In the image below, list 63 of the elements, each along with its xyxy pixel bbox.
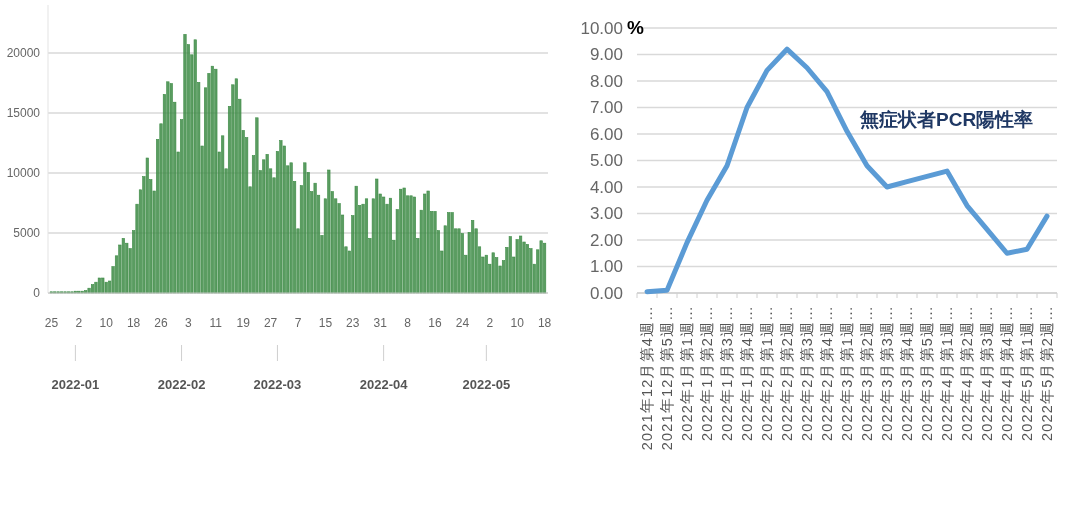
y-tick-label: 9.00 [589, 45, 623, 65]
x-tick-label: 2021年12月第5週… [659, 305, 675, 451]
y-tick-label: 10.00 [580, 18, 623, 38]
x-tick-label: 2022年1月第3週… [719, 305, 735, 442]
x-tick-label: 8 [404, 316, 412, 330]
x-tick-label: 18 [126, 316, 141, 330]
x-tick-label: 2022年3月第4週… [899, 305, 915, 442]
x-tick-label: 2022年2月第3週… [799, 305, 815, 442]
y-tick-label: 3.00 [589, 204, 623, 224]
y-tick-label: 5.00 [589, 151, 623, 171]
y-tick-label: 0 [33, 286, 41, 301]
x2-tick-label: 2022-04 [359, 377, 409, 392]
x-tick-label: 2022年4月第1週… [939, 305, 955, 442]
x2-tick-label: 2022-02 [157, 377, 206, 392]
x-tick-label: 16 [428, 316, 442, 330]
x-tick-label: 27 [263, 316, 278, 330]
x-tick-label: 15 [318, 316, 333, 330]
x-tick-label: 2022年2月第4週… [819, 305, 835, 442]
x-tick-label: 23 [346, 316, 360, 330]
x-tick-label: 18 [537, 316, 552, 330]
x2-tick-label: 2022-01 [51, 377, 100, 392]
x-tick-label: 2022年1月第1週… [679, 305, 695, 442]
x-tick-label: 2022年4月第4週… [999, 305, 1015, 442]
x-tick-label: 24 [455, 316, 470, 330]
x-tick-label: 2 [75, 316, 83, 330]
y-tick-label: 5000 [13, 226, 41, 241]
y-axis-title: % [627, 17, 644, 38]
x-tick-label: 2022年3月第5週… [919, 305, 935, 442]
x-tick-label: 2022年4月第2週… [959, 305, 975, 442]
y-tick-label: 15000 [6, 106, 41, 121]
x-tick-label: 2022年5月第2週… [1039, 305, 1055, 442]
x-tick-label: 2022年3月第3週… [879, 305, 895, 442]
x-tick-label: 2022年2月第2週… [779, 305, 795, 442]
x-tick-label: 2022年4月第3週… [979, 305, 995, 442]
x-tick-label: 2 [486, 316, 494, 330]
x-tick-label: 26 [154, 316, 169, 330]
x-tick-label: 2022年5月第1週… [1019, 305, 1035, 442]
x-tick-label: 31 [373, 316, 388, 330]
x2-tick-label: 2022-03 [253, 377, 302, 392]
y-tick-label: 10000 [6, 166, 41, 181]
x2-tick-label: 2022-05 [462, 377, 511, 392]
y-tick-label: 0.00 [589, 283, 623, 303]
x-tick-label: 2022年3月第2週… [859, 305, 875, 442]
x-tick-label: 10 [99, 316, 114, 330]
x-tick-label: 2022年3月第1週… [839, 305, 855, 442]
x-tick-label: 2022年1月第2週… [699, 305, 715, 442]
x-tick-label: 2022年2月第1週… [759, 305, 775, 442]
y-tick-label: 6.00 [589, 124, 623, 144]
series-label: 無症状者PCR陽性率 [859, 109, 1034, 131]
y-tick-label: 2.00 [589, 230, 623, 250]
x-tick-label: 2022年1月第4週… [739, 305, 755, 442]
x-tick-label: 19 [236, 316, 251, 330]
y-tick-label: 1.00 [589, 257, 623, 277]
y-tick-label: 20000 [6, 46, 41, 61]
x-tick-label: 3 [185, 316, 193, 330]
y-tick-label: 7.00 [589, 98, 623, 118]
y-tick-label: 4.00 [589, 177, 623, 197]
y-tick-label: 8.00 [589, 71, 623, 91]
x-tick-label: 2021年12月第4週… [639, 305, 655, 451]
x-tick-label: 10 [510, 316, 525, 330]
x-tick-label: 7 [294, 316, 302, 330]
x-tick-label: 11 [209, 316, 223, 330]
x-tick-label: 25 [44, 316, 59, 330]
